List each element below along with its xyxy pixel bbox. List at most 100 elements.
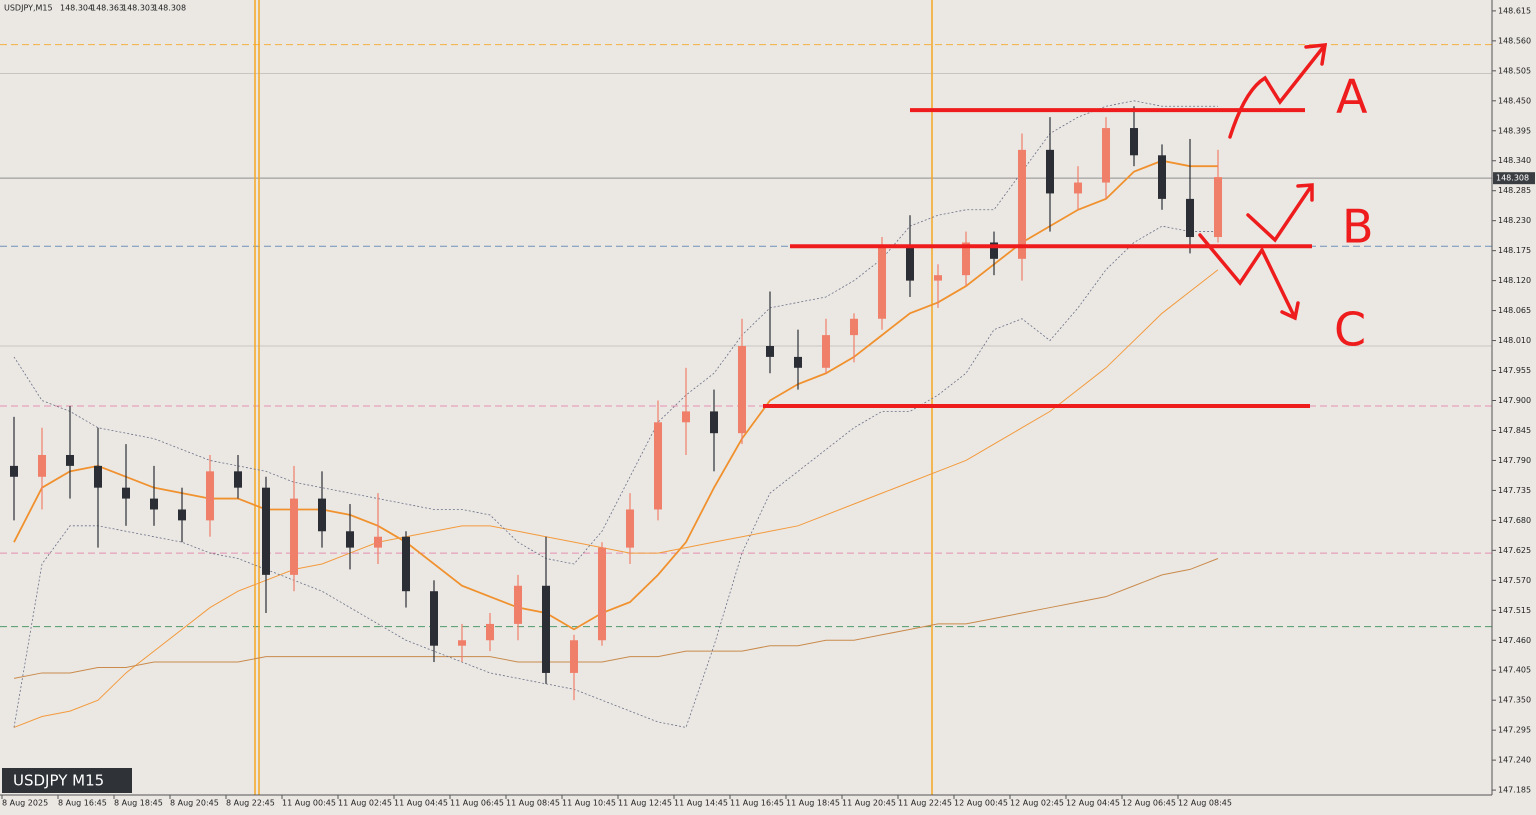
x-tick-label: 11 Aug 06:45 <box>450 799 504 808</box>
x-tick-label: 12 Aug 00:45 <box>954 799 1008 808</box>
x-tick-label: 8 Aug 18:45 <box>114 799 163 808</box>
y-tick-label: 147.515 <box>1498 606 1531 615</box>
y-tick-label: 147.790 <box>1498 456 1531 465</box>
y-tick-label: 148.560 <box>1498 36 1531 45</box>
x-tick-label: 11 Aug 16:45 <box>730 799 784 808</box>
scenario-arrow <box>1228 43 1328 139</box>
candle-body <box>598 547 606 641</box>
candle-body <box>430 591 438 646</box>
y-tick-label: 147.295 <box>1498 726 1531 735</box>
candle-body <box>262 487 270 575</box>
x-tick-label: 11 Aug 08:45 <box>506 799 560 808</box>
x-tick-label: 11 Aug 22:45 <box>898 799 952 808</box>
candle-body <box>1158 155 1166 199</box>
x-tick-label: 11 Aug 12:45 <box>618 799 672 808</box>
candle-body <box>1186 198 1194 238</box>
candle-body <box>682 411 690 423</box>
scenario-arrow <box>1198 233 1300 321</box>
candle-body <box>766 346 774 357</box>
candle-body <box>1102 128 1110 183</box>
y-tick-label: 148.615 <box>1498 6 1531 15</box>
x-tick-label: 11 Aug 02:45 <box>338 799 392 808</box>
candle-body <box>962 242 970 276</box>
y-tick-label: 147.570 <box>1498 576 1531 585</box>
y-tick-label: 147.845 <box>1498 426 1531 435</box>
scenario-label: C <box>1334 303 1366 357</box>
x-tick-label: 12 Aug 06:45 <box>1122 799 1176 808</box>
candle-body <box>850 318 858 336</box>
candle-body <box>38 454 46 477</box>
candle-body <box>150 498 158 510</box>
candle-body <box>542 585 550 673</box>
y-tick-label: 147.955 <box>1498 366 1531 375</box>
candle-body <box>66 454 74 466</box>
y-tick-label: 147.625 <box>1498 546 1531 555</box>
candle-body <box>514 585 522 624</box>
x-tick-label: 11 Aug 04:45 <box>394 799 448 808</box>
indicator-line <box>13 225 1218 728</box>
candle-body <box>570 640 578 673</box>
header-price: 148.303 <box>122 4 155 13</box>
x-tick-label: 11 Aug 00:45 <box>282 799 336 808</box>
candle-body <box>178 509 186 521</box>
candle-body <box>738 346 746 434</box>
candle-body <box>710 411 718 434</box>
scenario-arrow <box>1246 183 1314 243</box>
y-tick-label: 148.120 <box>1498 276 1531 285</box>
y-tick-label: 148.395 <box>1498 126 1531 135</box>
indicator-line <box>13 558 1219 679</box>
badge-box <box>2 768 132 793</box>
candle-body <box>234 471 242 488</box>
x-tick-label: 12 Aug 08:45 <box>1178 799 1232 808</box>
y-tick-label: 148.450 <box>1498 96 1531 105</box>
current-price-label: 148.308 <box>1496 174 1529 183</box>
y-tick-label: 148.175 <box>1498 246 1531 255</box>
x-tick-label: 8 Aug 20:45 <box>170 799 219 808</box>
y-tick-label: 147.460 <box>1498 636 1531 645</box>
candle-body <box>934 275 942 281</box>
plot <box>10 100 1222 728</box>
candle-body <box>122 487 130 499</box>
y-tick-label: 147.185 <box>1498 786 1531 795</box>
candle-body <box>290 498 298 575</box>
candle-body <box>1074 182 1082 194</box>
candle-body <box>990 242 998 259</box>
x-tick-label: 8 Aug 16:45 <box>58 799 107 808</box>
x-tick-label: 12 Aug 02:45 <box>1010 799 1064 808</box>
symbol-header: USDJPY,M15 <box>4 4 53 13</box>
y-tick-label: 147.405 <box>1498 666 1531 675</box>
header-price: 148.363 <box>91 4 124 13</box>
x-tick-label: 11 Aug 14:45 <box>674 799 728 808</box>
x-tick-label: 8 Aug 22:45 <box>226 799 275 808</box>
candle-body <box>206 471 214 521</box>
candle-body <box>1018 149 1026 259</box>
x-tick-label: 11 Aug 20:45 <box>842 799 896 808</box>
candle-body <box>1046 149 1054 194</box>
y-tick-label: 147.350 <box>1498 696 1531 705</box>
axes: 148.615 148.560 148.505 148.450 148.395 148.3… <box>1 6 1535 808</box>
header-price: 148.308 <box>153 4 186 13</box>
candle-body <box>458 640 466 646</box>
candle-body <box>486 623 494 641</box>
x-tick-label: 8 Aug 2025 <box>2 799 48 808</box>
candle-body <box>626 509 634 548</box>
y-tick-label: 147.680 <box>1498 516 1531 525</box>
x-tick-label: 11 Aug 10:45 <box>562 799 616 808</box>
y-tick-label: 147.900 <box>1498 396 1531 405</box>
annotations: A BC <box>763 43 1374 408</box>
symbol-badge: USDJPY M15 <box>13 772 104 790</box>
current-price-box <box>1493 172 1535 185</box>
candle-body <box>906 247 914 281</box>
y-tick-label: 148.285 <box>1498 186 1531 195</box>
x-tick-label: 12 Aug 04:45 <box>1066 799 1120 808</box>
candle-body <box>94 465 102 488</box>
scenario-label: A <box>1336 70 1368 124</box>
y-tick-label: 148.340 <box>1498 156 1531 165</box>
indicator-line <box>13 269 1219 728</box>
y-tick-label: 148.065 <box>1498 306 1531 315</box>
candle-body <box>878 247 886 319</box>
candle-body <box>654 422 662 510</box>
candle-body <box>794 356 802 368</box>
